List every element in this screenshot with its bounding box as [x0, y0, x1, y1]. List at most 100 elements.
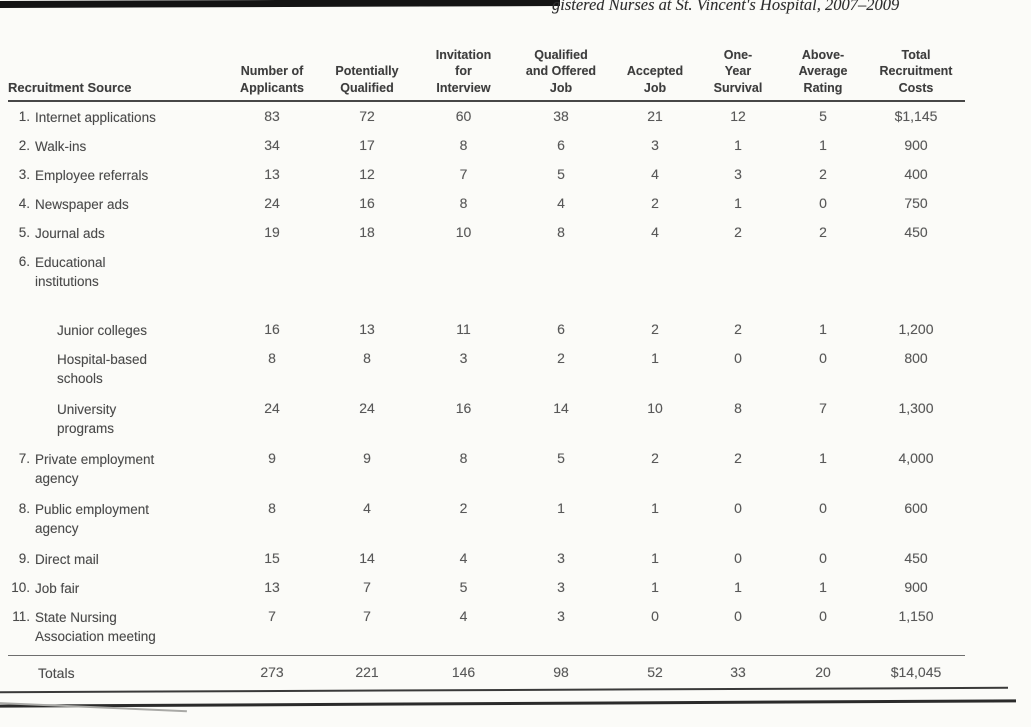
- cell-value: 1: [557, 500, 565, 516]
- row-label: 1. Internet applications: [8, 109, 226, 128]
- row-label: 10. Job fair: [8, 580, 226, 599]
- row-label-text: Employee referrals: [35, 168, 149, 183]
- cell-value: 3: [651, 137, 659, 153]
- scan-top-edge-bar: [0, 0, 561, 8]
- cell-value: 24: [264, 195, 280, 211]
- cell-value: 900: [904, 137, 928, 153]
- row-number: 6.: [18, 254, 30, 269]
- cell-value: 2: [459, 500, 468, 516]
- row-label-text: Public employment agency: [35, 502, 150, 536]
- cell-value: 18: [359, 224, 375, 240]
- cell-value: $1,145: [894, 108, 938, 124]
- totals-value: 146: [451, 664, 476, 680]
- totals-value: 20: [815, 664, 831, 680]
- cell-value: 4: [651, 166, 659, 182]
- cell-value: 83: [264, 108, 280, 124]
- table-row: Hospital-based schools 8 8 3 2 1 0 0 800: [8, 344, 965, 394]
- row-label: 2. Walk-ins: [8, 138, 226, 157]
- cell-value: 8: [557, 224, 565, 240]
- cell-value: 12: [359, 166, 375, 182]
- cell-value: 72: [359, 108, 375, 124]
- table-row: 4. Newspaper ads 24 16 8 4 2 1 0 750: [8, 189, 965, 218]
- cell-value: 1: [651, 579, 659, 595]
- column-header: Total Recruitment Costs: [879, 47, 953, 95]
- cell-value: 2: [651, 321, 659, 337]
- table-caption: gistered Nurses at St. Vincent's Hospita…: [552, 0, 900, 14]
- cell-value: 8: [459, 450, 468, 466]
- cell-value: 12: [730, 108, 746, 124]
- column-header: Number of Applicants: [240, 64, 304, 95]
- column-header: Recruitment Source: [8, 79, 132, 95]
- cell-value: 8: [734, 400, 742, 416]
- cell-value: 4: [459, 608, 468, 624]
- table-row: Junior colleges 16 13 11 6 2 2 1 1,200: [8, 315, 965, 344]
- cell-value: 16: [264, 321, 280, 337]
- row-number: 10.: [11, 580, 30, 595]
- cell-value: 1: [734, 137, 742, 153]
- cell-value: 8: [459, 137, 468, 153]
- row-label: 9. Direct mail: [8, 551, 226, 570]
- cell-value: 0: [734, 350, 742, 366]
- cell-value: 800: [904, 350, 928, 366]
- cell-value: 450: [904, 224, 928, 240]
- cell-value: 16: [359, 195, 375, 211]
- cell-value: 10: [647, 400, 663, 416]
- cell-value: 13: [264, 579, 280, 595]
- cell-value: 34: [264, 137, 280, 153]
- table-row: University programs 24 24 16 14 10 8 7 1,300: [8, 394, 965, 444]
- cell-value: 3: [734, 166, 742, 182]
- totals-value: 33: [730, 664, 746, 680]
- cell-value: 2: [651, 195, 659, 211]
- totals-value: 98: [553, 664, 569, 680]
- cell-value: 24: [264, 400, 280, 416]
- table-row: 7. Private employment agency 9 9 8 5 2 2 1 4,000: [8, 444, 965, 494]
- cell-value: 0: [651, 608, 659, 624]
- cell-value: 21: [647, 108, 663, 124]
- column-header: Potentially Qualified: [335, 64, 399, 95]
- row-label-text: Junior colleges: [57, 323, 148, 338]
- row-number: 8.: [18, 501, 30, 516]
- cell-value: 2: [734, 450, 742, 466]
- cell-value: 2: [734, 224, 742, 240]
- cell-value: 8: [268, 500, 276, 516]
- cell-value: 0: [819, 500, 827, 516]
- row-label-text: Private employment agency: [35, 452, 155, 486]
- cell-value: 0: [819, 350, 827, 366]
- column-header: Invitation for Interview: [435, 47, 492, 95]
- table-row: 2. Walk-ins 34 17 8 6 3 1 1 900: [8, 131, 965, 160]
- row-label: Junior colleges: [8, 322, 226, 341]
- cell-value: 750: [904, 195, 928, 211]
- totals-label: Totals: [38, 665, 75, 681]
- column-header: Above- Average Rating: [798, 47, 848, 95]
- row-label-text: Internet applications: [35, 110, 156, 125]
- table-row: 11. State Nursing Association meeting 7 7 4 3…: [8, 602, 965, 652]
- cell-value: 1: [651, 550, 659, 566]
- cell-value: 3: [557, 579, 565, 595]
- cell-value: 14: [553, 400, 569, 416]
- row-label-text: Hospital-based schools: [57, 352, 148, 386]
- cell-value: 1: [651, 350, 659, 366]
- cell-value: 8: [268, 350, 276, 366]
- table-row: 9. Direct mail 15 14 4 3 1 0 0 450: [8, 544, 965, 573]
- cell-value: 2: [819, 166, 827, 182]
- table-totals-row: Totals 273 221 146 98 52 33 20 $14,045: [8, 655, 965, 689]
- cell-value: 3: [557, 550, 565, 566]
- row-label: University programs: [8, 401, 226, 438]
- cell-value: 4: [363, 500, 371, 516]
- cell-value: 2: [734, 321, 742, 337]
- cell-value: 38: [553, 108, 569, 124]
- cell-value: 13: [264, 166, 280, 182]
- cell-value: 7: [363, 608, 371, 624]
- cell-value: 4: [557, 195, 565, 211]
- row-label-text: Educational institutions: [35, 255, 106, 289]
- table-body: 1. Internet applications 83 72 60 38 21 12 5 $1,1…: [8, 102, 965, 652]
- cell-value: 19: [264, 224, 280, 240]
- row-label-text: University programs: [57, 402, 117, 436]
- cell-value: 11: [456, 321, 471, 337]
- row-label-text: Walk-ins: [35, 139, 87, 154]
- cell-value: 1,150: [898, 608, 934, 624]
- table-header-row: Recruitment Source Number of Applicants Po…: [8, 30, 965, 102]
- cell-value: 1: [819, 137, 827, 153]
- row-number: 11.: [12, 609, 30, 624]
- cell-value: 2: [557, 350, 565, 366]
